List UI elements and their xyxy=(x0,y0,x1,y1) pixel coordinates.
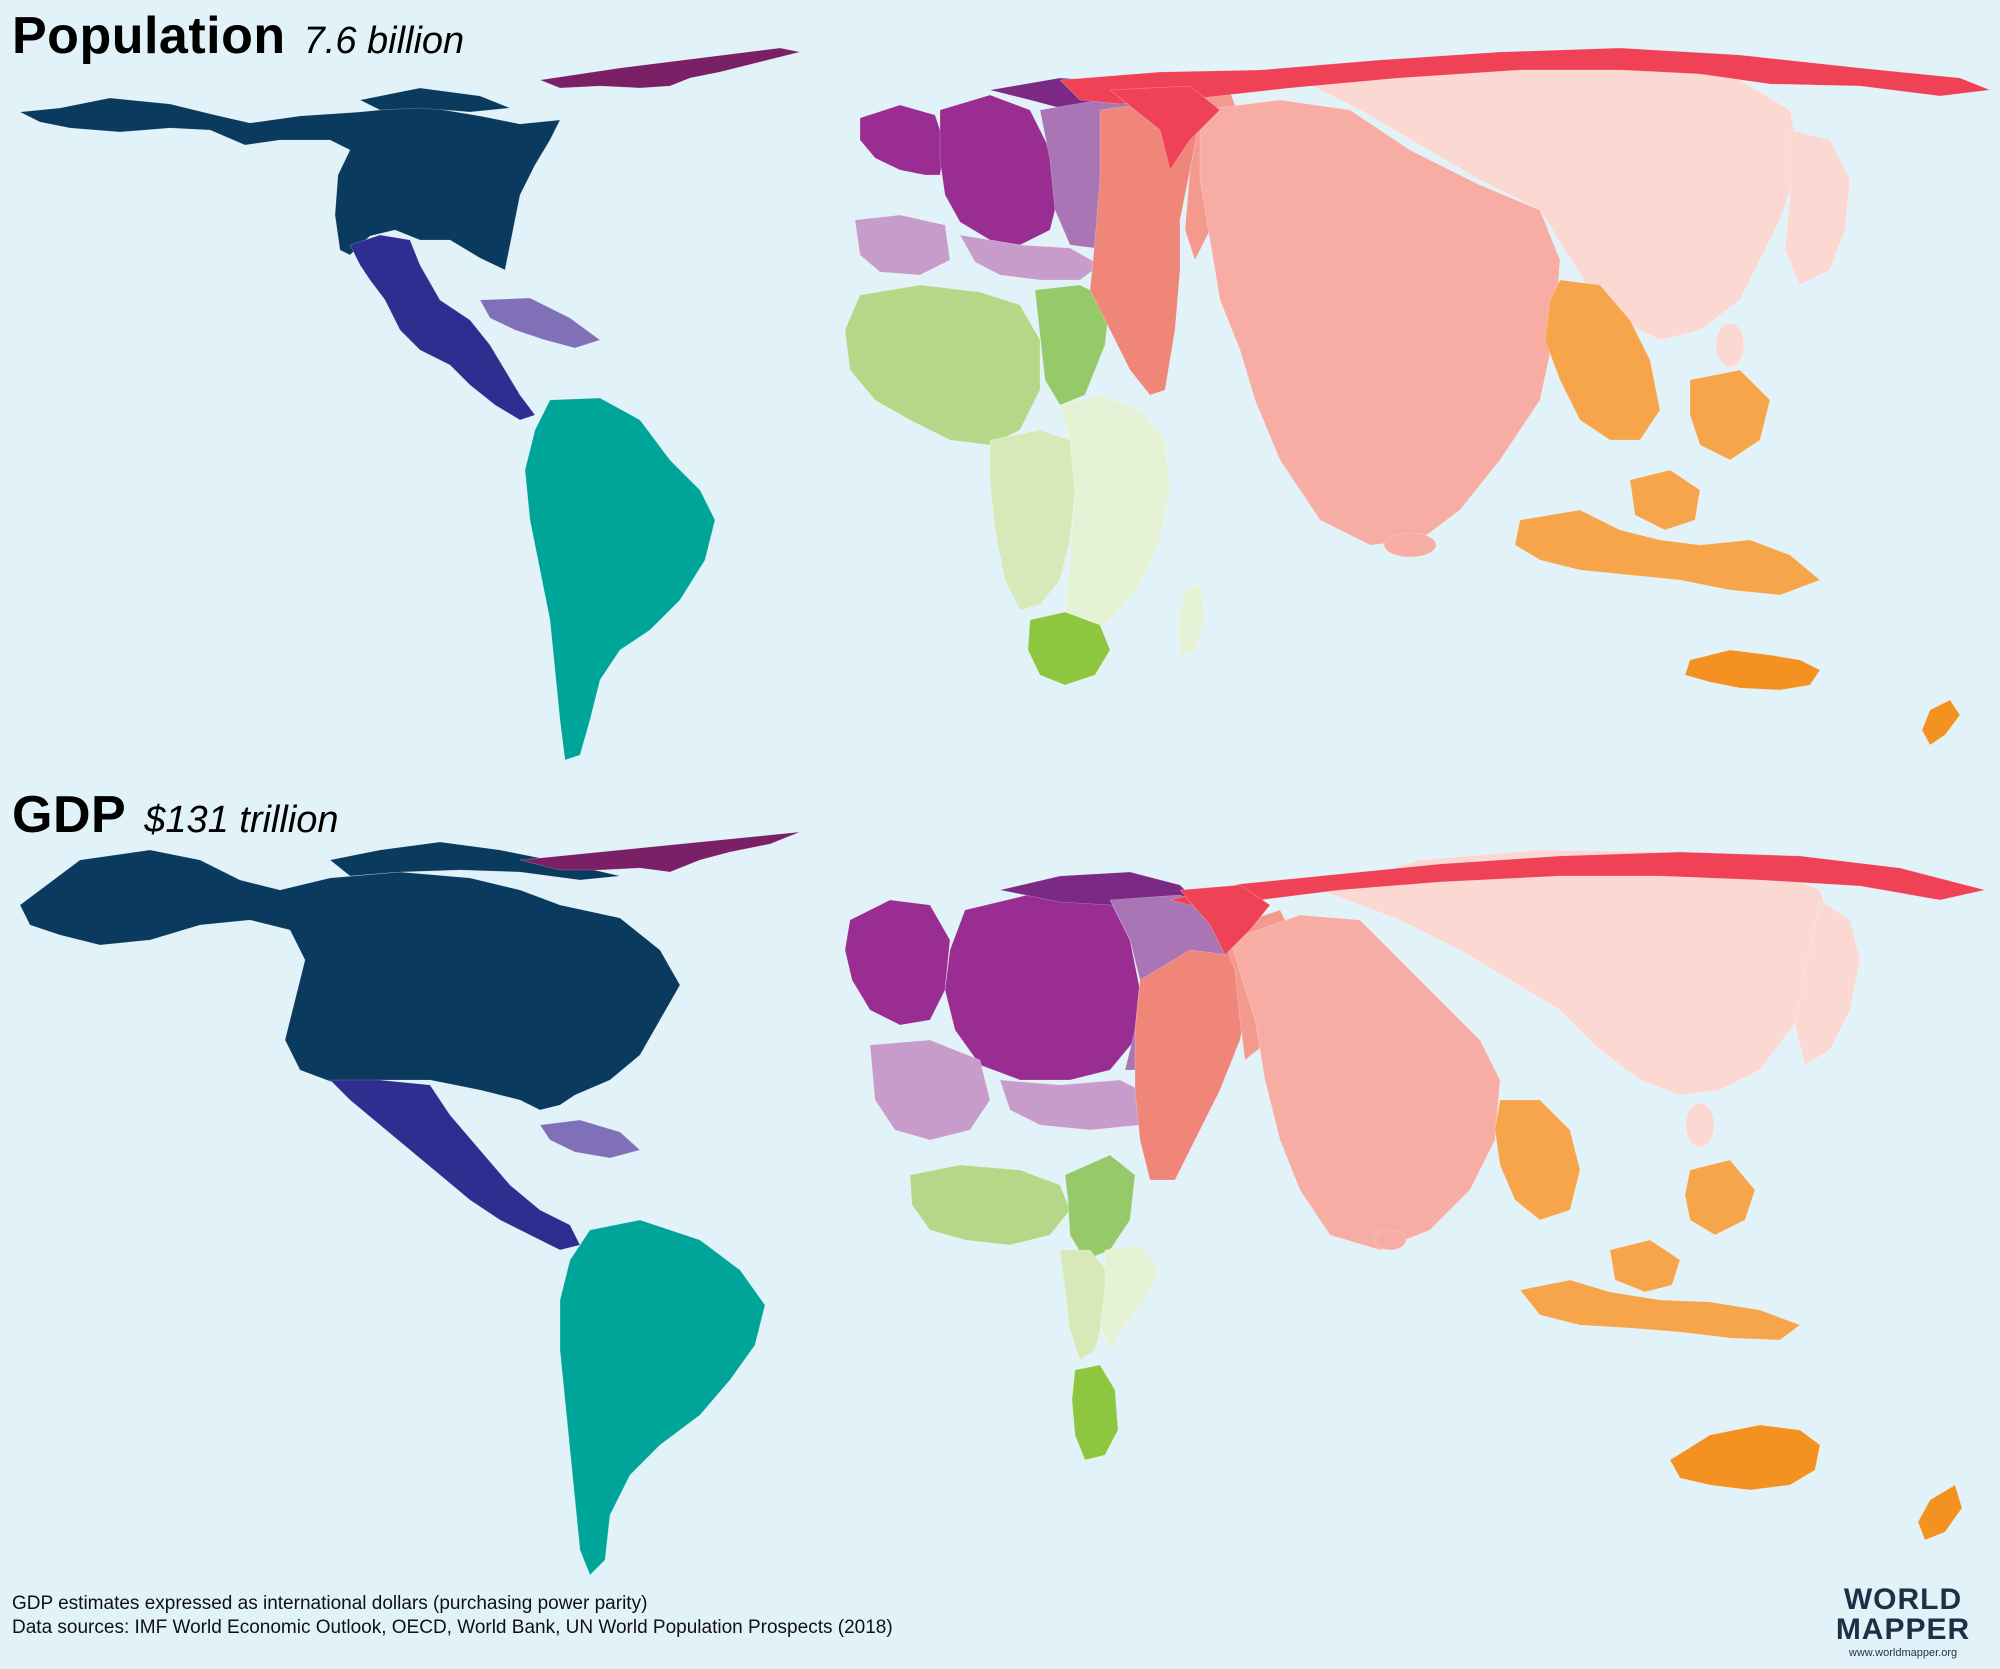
region-borneo xyxy=(1609,1239,1681,1293)
region-central-america xyxy=(349,234,536,421)
region-borneo xyxy=(1629,469,1701,531)
region-south-east-asia xyxy=(1544,279,1661,441)
logo-line-world: WORLD xyxy=(1843,1583,1963,1616)
region-south-america xyxy=(524,397,716,761)
region-north-america-arctic xyxy=(359,87,511,113)
region-philippines xyxy=(1684,1159,1756,1236)
region-central-africa xyxy=(1059,1249,1111,1361)
region-northern-africa xyxy=(909,1164,1071,1246)
region-western-europe-mainland xyxy=(939,94,1061,246)
logo-line-mapper: MAPPER xyxy=(1835,1613,1971,1646)
region-indonesia xyxy=(1519,1279,1801,1341)
region-taiwan xyxy=(1685,1102,1715,1148)
region-southern-asia xyxy=(1229,914,1501,1251)
region-japan xyxy=(1784,129,1851,286)
gdp-map-panel: GDP $131 trillion xyxy=(0,780,2000,1669)
region-greenland xyxy=(538,47,801,89)
population-title: Population xyxy=(12,7,286,65)
region-egypt xyxy=(1064,1154,1136,1261)
region-philippines xyxy=(1689,369,1771,461)
region-uk-ireland xyxy=(844,899,951,1026)
region-western-europe xyxy=(859,104,946,176)
region-indonesia xyxy=(1514,509,1821,596)
region-greenland xyxy=(519,831,801,873)
region-new-zealand xyxy=(1917,1484,1963,1541)
region-south-east-asia xyxy=(1494,1099,1581,1221)
region-southern-europe-east xyxy=(959,234,1101,281)
region-caribbean xyxy=(539,1119,641,1159)
region-russia xyxy=(1169,851,1986,911)
region-japan-korea xyxy=(1794,899,1861,1066)
region-eastern-africa xyxy=(1059,394,1171,641)
region-russia-west xyxy=(1109,85,1221,171)
region-russia xyxy=(1059,47,1991,105)
region-australia xyxy=(1684,649,1821,691)
region-taiwan xyxy=(1715,322,1745,368)
gdp-footnote: GDP estimates expressed as international… xyxy=(12,1593,648,1614)
region-central-africa xyxy=(989,429,1076,611)
region-eastern-africa xyxy=(1099,1244,1161,1351)
population-map-panel: Population 7.6 billion xyxy=(0,0,2000,780)
region-new-zealand xyxy=(1921,699,1961,746)
region-southern-europe xyxy=(854,214,951,276)
population-map-title: Population 7.6 billion xyxy=(12,6,464,66)
region-southern-asia xyxy=(1199,99,1561,546)
region-north-america xyxy=(18,97,561,271)
region-caribbean xyxy=(479,297,601,349)
gdp-cartogram xyxy=(19,831,1986,1576)
region-southern-africa xyxy=(1071,1364,1119,1461)
region-eastern-asia xyxy=(1319,849,1836,1096)
region-western-europe xyxy=(944,891,1141,1081)
region-south-america xyxy=(559,1219,766,1576)
gdp-total: $131 trillion xyxy=(144,799,339,841)
worldmapper-logo[interactable]: WORLD MAPPER www.worldmapper.org xyxy=(1828,1583,1978,1660)
region-southern-europe xyxy=(869,1039,991,1141)
region-north-america xyxy=(19,849,681,1111)
region-southern-africa xyxy=(1027,611,1111,686)
population-cartogram xyxy=(18,47,1991,761)
region-australia xyxy=(1669,1424,1821,1491)
gdp-title: GDP xyxy=(12,786,127,844)
region-sri-lanka xyxy=(1383,532,1437,558)
region-middle-east xyxy=(1134,949,1251,1181)
region-madagascar xyxy=(1177,584,1206,656)
region-sri-lanka xyxy=(1373,1229,1407,1251)
region-russia-west xyxy=(1179,884,1271,956)
region-middle-east xyxy=(1089,99,1201,396)
region-central-america xyxy=(329,1079,581,1251)
gdp-map-title: GDP $131 trillion xyxy=(12,785,339,845)
data-sources-note: Data sources: IMF World Economic Outlook… xyxy=(12,1617,893,1638)
logo-url: www.worldmapper.org xyxy=(1848,1647,1958,1659)
region-alaska-arctic xyxy=(329,841,621,881)
population-total: 7.6 billion xyxy=(303,20,465,62)
region-northern-africa xyxy=(844,284,1041,446)
